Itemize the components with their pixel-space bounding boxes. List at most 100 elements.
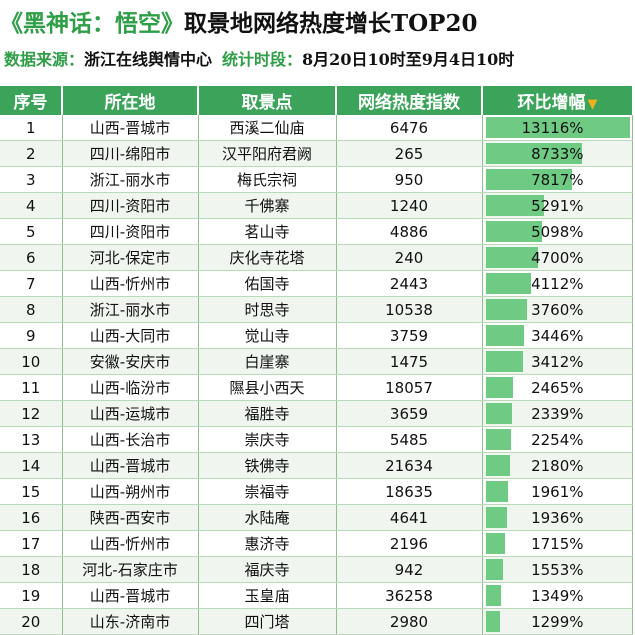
growth-cell: 3446% [482, 322, 633, 349]
growth-label: 2339% [531, 404, 584, 423]
table-row: 18 河北-石家庄市 福庆寺 942 1553% [0, 556, 633, 583]
growth-label: 2254% [531, 430, 584, 449]
growth-bar [485, 195, 544, 216]
growth-bar [485, 299, 527, 320]
growth-bar [485, 247, 538, 268]
rank-cell: 19 [0, 582, 63, 609]
site-cell: 汉平阳府君阙 [198, 140, 337, 167]
location-cell: 山西-长治市 [62, 426, 199, 453]
rank-cell: 20 [0, 608, 63, 635]
table-row: 7 山西-忻州市 佑国寺 2443 4112% [0, 270, 633, 297]
growth-bar [485, 325, 524, 346]
table-row: 13 山西-长治市 崇庆寺 5485 2254% [0, 426, 633, 453]
heat-cell: 2443 [336, 270, 483, 297]
location-cell: 安徽-安庆市 [62, 348, 199, 375]
title-game-name: 《黑神话：悟空》 [0, 10, 184, 37]
rank-cell: 10 [0, 348, 63, 375]
growth-bar [485, 533, 505, 554]
rank-cell: 16 [0, 504, 63, 531]
heat-cell: 6476 [336, 115, 483, 141]
source-value: 浙江在线舆情中心 [84, 50, 213, 69]
growth-label: 4112% [531, 274, 584, 293]
sort-down-icon[interactable]: ▼ [587, 97, 598, 112]
location-cell: 山西-晋城市 [62, 452, 199, 479]
column-header-heat[interactable]: 网络热度指数 [336, 86, 483, 115]
growth-cell: 3412% [482, 348, 633, 375]
column-header-growth[interactable]: 环比增幅 ▼ [482, 86, 632, 115]
heat-cell: 4886 [336, 218, 483, 245]
growth-label: 3446% [531, 326, 584, 345]
location-cell: 山西-晋城市 [62, 115, 199, 141]
growth-label: 3412% [531, 352, 584, 371]
heat-cell: 5485 [336, 426, 483, 453]
heat-cell: 2196 [336, 530, 483, 557]
growth-bar [485, 455, 510, 476]
growth-label: 2180% [531, 456, 584, 475]
growth-bar [485, 377, 513, 398]
site-cell: 水陆庵 [198, 504, 337, 531]
site-cell: 福庆寺 [198, 556, 337, 583]
growth-cell: 13116% [482, 115, 633, 141]
rank-cell: 9 [0, 322, 63, 349]
rank-cell: 7 [0, 270, 63, 297]
growth-cell: 1715% [482, 530, 633, 557]
location-cell: 山东-济南市 [62, 608, 199, 635]
subtitle: 数据来源：浙江在线舆情中心 统计时段：8月20日10时至9月4日10时 [4, 46, 634, 70]
site-cell: 崇庆寺 [198, 426, 337, 453]
table-row: 2 四川-绵阳市 汉平阳府君阙 265 8733% [0, 140, 633, 167]
site-cell: 白崖寨 [198, 348, 337, 375]
heat-cell: 21634 [336, 452, 483, 479]
growth-label: 1553% [531, 560, 584, 579]
growth-label: 1961% [531, 482, 584, 501]
heat-cell: 36258 [336, 582, 483, 609]
heat-cell: 240 [336, 244, 483, 271]
table-row: 9 山西-大同市 觉山寺 3759 3446% [0, 322, 633, 349]
heat-cell: 10538 [336, 296, 483, 323]
growth-bar [485, 585, 501, 606]
rank-cell: 8 [0, 296, 63, 323]
site-cell: 福胜寺 [198, 400, 337, 427]
growth-label: 1349% [531, 586, 584, 605]
growth-label: 5098% [531, 222, 584, 241]
table-row: 5 四川-资阳市 茗山寺 4886 5098% [0, 218, 633, 245]
growth-cell: 1553% [482, 556, 633, 583]
growth-bar [485, 273, 531, 294]
column-header-rank[interactable]: 序号 [0, 86, 63, 115]
column-header-location[interactable]: 所在地 [62, 86, 199, 115]
heat-cell: 942 [336, 556, 483, 583]
growth-cell: 8733% [482, 140, 633, 167]
growth-cell: 3760% [482, 296, 633, 323]
site-cell: 西溪二仙庙 [198, 115, 337, 141]
location-cell: 山西-晋城市 [62, 582, 199, 609]
table-row: 14 山西-晋城市 铁佛寺 21634 2180% [0, 452, 633, 479]
table-header-row: 序号 所在地 取景点 网络热度指数 环比增幅 ▼ [0, 86, 632, 115]
table-row: 20 山东-济南市 四门塔 2980 1299% [0, 608, 633, 635]
site-cell: 崇福寺 [198, 478, 337, 505]
location-cell: 四川-资阳市 [62, 218, 199, 245]
growth-cell: 4700% [482, 244, 633, 271]
rank-cell: 2 [0, 140, 63, 167]
heat-cell: 3759 [336, 322, 483, 349]
growth-bar [485, 169, 572, 190]
site-cell: 四门塔 [198, 608, 337, 635]
table-row: 4 四川-资阳市 千佛寨 1240 5291% [0, 192, 633, 219]
table-row: 1 山西-晋城市 西溪二仙庙 6476 13116% [0, 115, 633, 141]
site-cell: 隰县小西天 [198, 374, 337, 401]
heat-cell: 18635 [336, 478, 483, 505]
growth-cell: 1961% [482, 478, 633, 505]
location-cell: 山西-忻州市 [62, 530, 199, 557]
heat-cell: 3659 [336, 400, 483, 427]
growth-cell: 5291% [482, 192, 633, 219]
rank-cell: 14 [0, 452, 63, 479]
rank-cell: 5 [0, 218, 63, 245]
growth-label: 7817% [531, 170, 584, 189]
location-cell: 河北-保定市 [62, 244, 199, 271]
heat-cell: 265 [336, 140, 483, 167]
source-label: 数据来源： [4, 50, 85, 69]
column-header-site[interactable]: 取景点 [198, 86, 337, 115]
table-row: 10 安徽-安庆市 白崖寨 1475 3412% [0, 348, 633, 375]
growth-cell: 1936% [482, 504, 633, 531]
growth-label: 2465% [531, 378, 584, 397]
growth-bar [485, 221, 542, 242]
rank-cell: 12 [0, 400, 63, 427]
